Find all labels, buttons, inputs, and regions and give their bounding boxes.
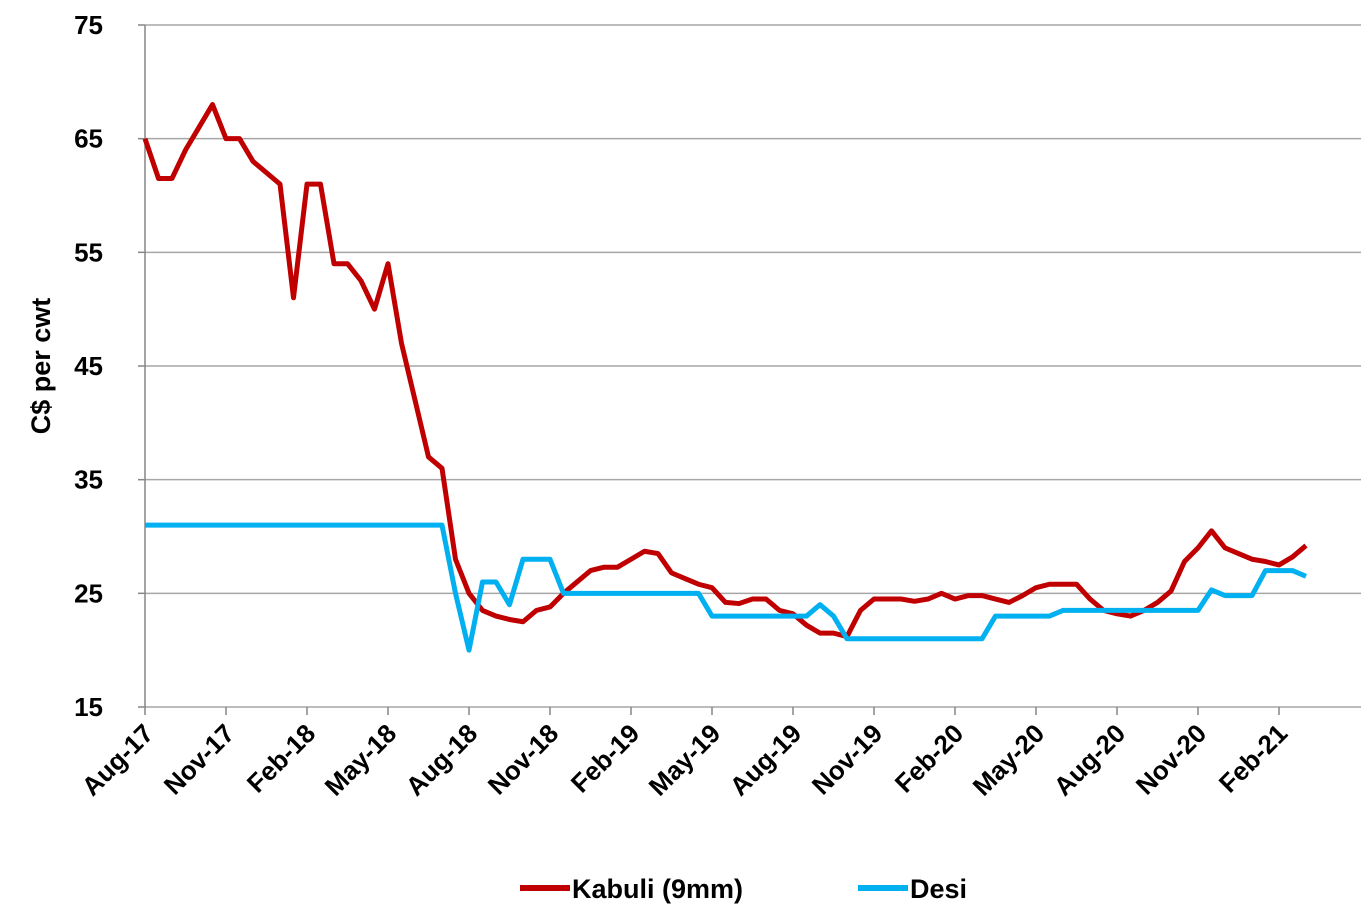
legend-label: Desi [910, 874, 967, 904]
y-tick-label: 35 [74, 465, 103, 495]
x-tick-label: Nov-18 [482, 718, 565, 801]
x-tick-label: May-18 [319, 718, 403, 802]
series-line [142, 102, 1308, 640]
x-tick-label: Nov-17 [158, 718, 241, 801]
y-tick-label: 55 [74, 237, 103, 267]
y-axis-label: C$ per cwt [26, 298, 56, 435]
x-tick-label: May-19 [643, 718, 727, 802]
x-tick-label: Nov-20 [1130, 718, 1213, 801]
x-tick-label: Aug-19 [724, 718, 808, 802]
y-tick-label: 45 [74, 351, 103, 381]
x-tick-label: Feb-21 [1213, 718, 1293, 798]
x-tick-label: May-20 [967, 718, 1051, 802]
y-tick-label: 15 [74, 692, 103, 722]
x-tick-label: Aug-18 [400, 718, 484, 802]
x-tick-label: Feb-19 [565, 718, 645, 798]
x-tick-label: Aug-20 [1048, 718, 1132, 802]
x-tick-label: Aug-17 [76, 718, 160, 802]
y-tick-label: 25 [74, 578, 103, 608]
x-tick-label: Feb-20 [889, 718, 969, 798]
series-line [145, 522, 1307, 653]
x-tick-label: Feb-18 [241, 718, 321, 798]
y-tick-label: 75 [74, 10, 103, 40]
x-tick-label: Nov-19 [806, 718, 889, 801]
legend-label: Kabuli (9mm) [572, 874, 743, 904]
y-tick-label: 65 [74, 124, 103, 154]
